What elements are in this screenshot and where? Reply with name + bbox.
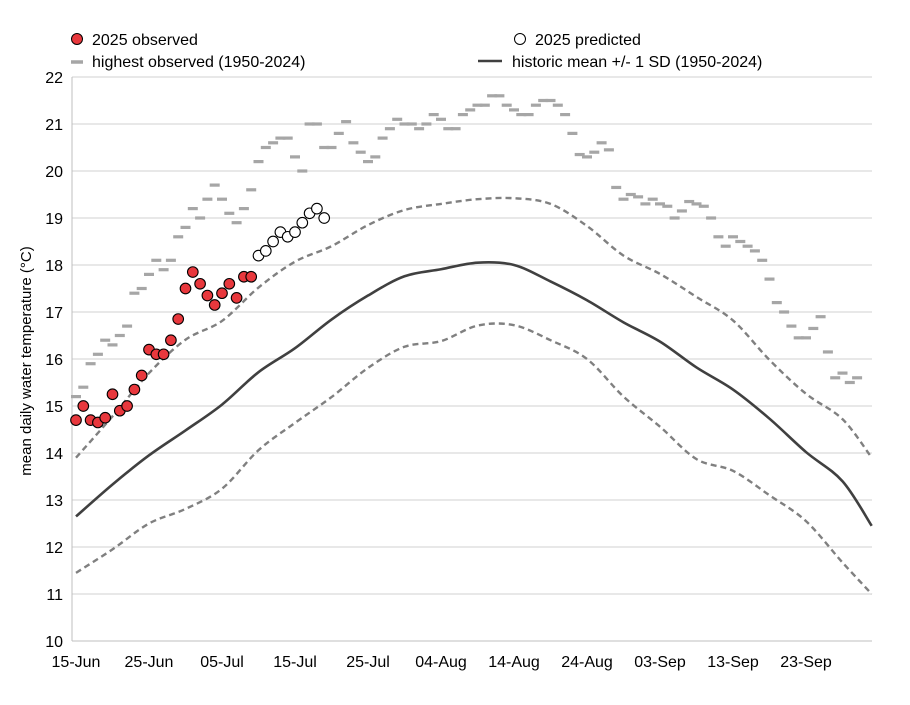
observed-point: [230, 292, 243, 304]
predicted-point: [311, 202, 323, 215]
predicted-point: [289, 226, 301, 238]
y-tick-label: 13: [45, 493, 63, 510]
x-tick-label: 14-Aug: [488, 654, 540, 671]
observed-point: [172, 313, 185, 325]
legend-mean-label: historic mean +/- 1 SD (1950-2024): [512, 54, 762, 71]
legend: 2025 observed 2025 predicted highest obs…: [71, 32, 762, 71]
y-tick-label: 16: [45, 352, 63, 369]
y-tick-label: 20: [45, 164, 63, 181]
predicted-point: [296, 216, 309, 229]
observed-point: [208, 299, 221, 311]
observed-point: [216, 287, 228, 300]
predicted-point: [318, 212, 331, 224]
observed-point: [77, 400, 90, 412]
y-tick-label: 14: [45, 446, 63, 463]
legend-highest-label: highest observed (1950-2024): [92, 54, 305, 71]
observed-point: [186, 266, 199, 278]
observed-point: [99, 411, 112, 424]
x-axis-ticks: 15-Jun 25-Jun 05-Jul 15-Jul 25-Jul 04-Aug 14-A…: [52, 654, 832, 671]
predicted-point: [259, 245, 272, 257]
observed-point: [135, 369, 148, 382]
series-lines: [75, 196, 873, 595]
y-tick-label: 22: [45, 70, 63, 87]
observed-point: [245, 270, 258, 283]
legend-observed-label: 2025 observed: [92, 32, 198, 49]
y-tick-label: 10: [45, 634, 63, 651]
x-tick-label: 05-Jul: [200, 654, 244, 671]
series-markers: [70, 94, 863, 429]
y-tick-label: 19: [45, 211, 63, 228]
x-tick-label: 24-Aug: [561, 654, 613, 671]
mean-plus-sd-line: [75, 196, 873, 459]
legend-predicted-marker: [514, 33, 526, 45]
x-tick-label: 23-Sep: [780, 654, 832, 671]
y-tick-label: 11: [46, 587, 63, 604]
observed-point: [121, 400, 133, 412]
legend-predicted-label: 2025 predicted: [535, 32, 641, 49]
x-tick-label: 25-Jun: [125, 654, 174, 671]
gridlines: [72, 76, 872, 595]
y-tick-label: 15: [45, 399, 63, 416]
x-tick-label: 04-Aug: [415, 654, 467, 671]
y-tick-label: 18: [45, 258, 63, 275]
observed-point: [194, 277, 206, 290]
y-axis-ticks: 10 11 12 13 14 15 16 17 18 19 20 21 22: [45, 70, 63, 651]
observed-point: [223, 277, 236, 290]
y-axis-label: mean daily water temperature (°C): [18, 246, 35, 475]
observed-point: [201, 289, 214, 302]
y-tick-label: 21: [45, 117, 63, 134]
observed-point: [165, 334, 177, 347]
x-tick-label: 25-Jul: [346, 654, 390, 671]
y-tick-label: 17: [45, 305, 63, 322]
predicted-point: [267, 235, 279, 248]
mean-minus-sd-line: [75, 322, 873, 595]
observed-point: [179, 282, 192, 295]
x-tick-label: 15-Jul: [273, 654, 317, 671]
x-tick-label: 03-Sep: [634, 654, 686, 671]
y-tick-label: 12: [45, 540, 63, 557]
x-tick-label: 15-Jun: [52, 654, 101, 671]
observed-point: [128, 383, 141, 396]
legend-observed-marker: [71, 33, 83, 45]
observed-point: [106, 388, 119, 401]
x-tick-label: 13-Sep: [707, 654, 759, 671]
historic-mean-line: [75, 260, 873, 527]
observed-point: [157, 348, 170, 361]
observed-point: [70, 414, 82, 426]
